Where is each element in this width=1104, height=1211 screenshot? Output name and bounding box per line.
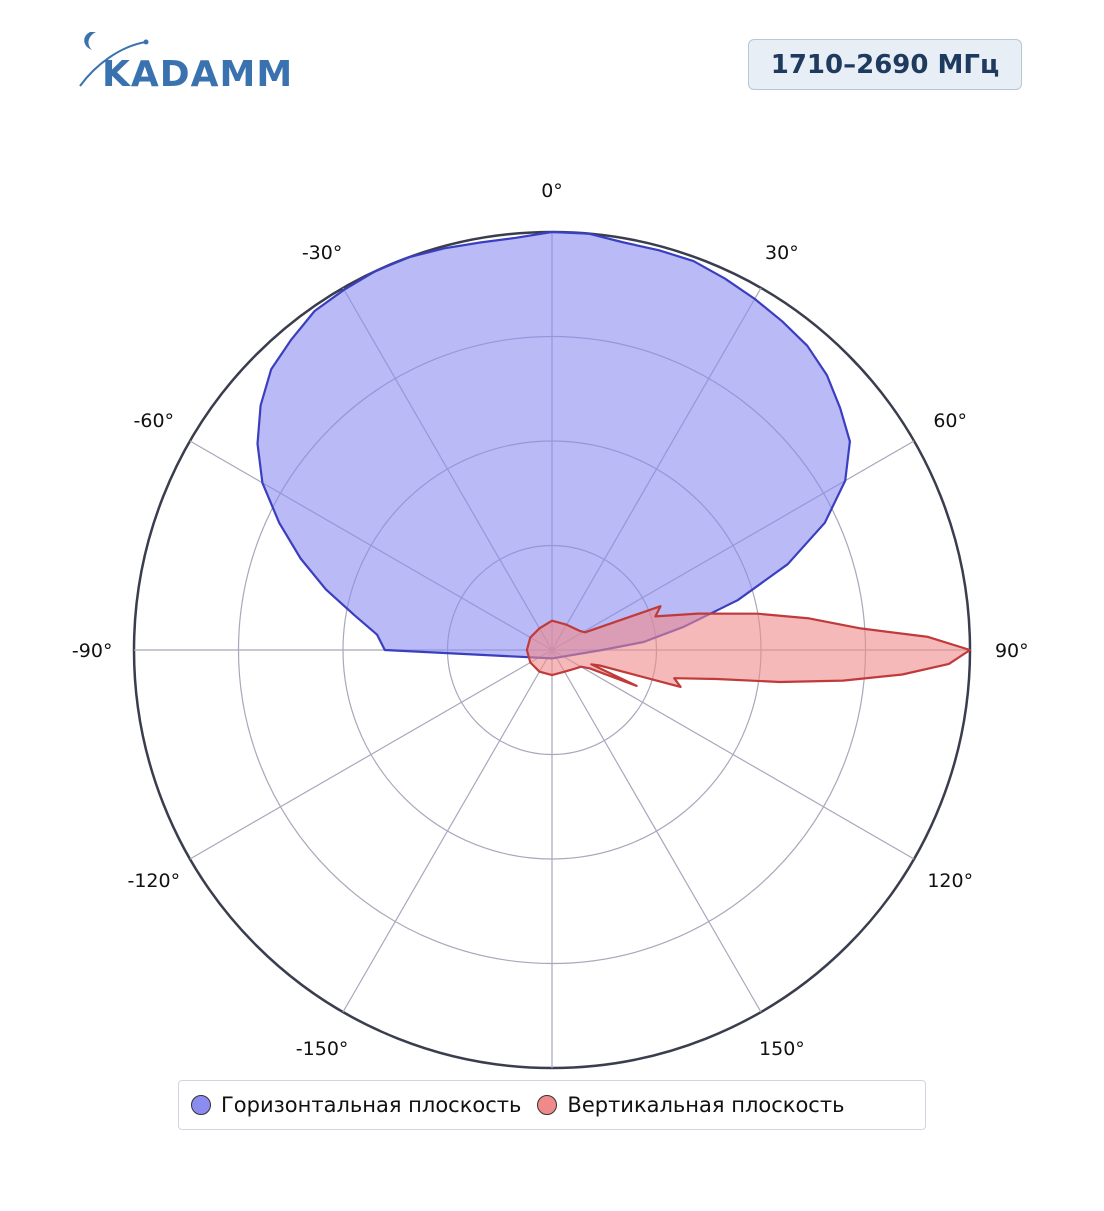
logo-orbit-dot bbox=[143, 39, 149, 45]
angle-tick-label: -150° bbox=[296, 1038, 349, 1060]
angle-tick-label: 90° bbox=[995, 640, 1029, 662]
series-horizontal-plane bbox=[256, 230, 852, 660]
legend-label-horizontal: Горизонтальная плоскость bbox=[221, 1093, 522, 1117]
angle-labels: 0° 30° 60° 90° 120° 150° -150° -120° -90° -60° -30… bbox=[72, 180, 1029, 1060]
legend-marker-horizontal bbox=[191, 1095, 211, 1115]
angle-tick-label: -120° bbox=[127, 870, 180, 892]
legend-item-vertical[interactable]: Вертикальная плоскость bbox=[537, 1093, 844, 1117]
legend-item-horizontal[interactable]: Горизонтальная плоскость bbox=[191, 1093, 521, 1117]
angle-tick-label: -60° bbox=[134, 410, 175, 432]
grid-spoke bbox=[189, 649, 553, 860]
angle-tick-label: -30° bbox=[302, 242, 343, 264]
angle-tick-label: 150° bbox=[759, 1038, 805, 1060]
kadamm-logo: KADAMM bbox=[79, 32, 293, 94]
logo-orbit bbox=[79, 41, 147, 87]
series-layer bbox=[256, 230, 972, 689]
legend-marker-vertical bbox=[537, 1095, 558, 1115]
frequency-band-badge: 1710–2690 МГц bbox=[748, 39, 1022, 90]
logo-text: KADAMM bbox=[102, 54, 293, 94]
angle-tick-label: 0° bbox=[541, 180, 563, 202]
logo-swoosh bbox=[84, 32, 96, 50]
angle-tick-label: 30° bbox=[765, 242, 799, 264]
angle-tick-label: 60° bbox=[933, 410, 967, 432]
angle-tick-label: 120° bbox=[927, 870, 973, 892]
legend: Горизонтальная плоскость Вертикальная пл… bbox=[178, 1080, 926, 1130]
angle-tick-label: -90° bbox=[72, 640, 113, 662]
grid-spoke bbox=[342, 649, 553, 1013]
grid-spoke bbox=[551, 649, 915, 860]
legend-label-vertical: Вертикальная плоскость bbox=[567, 1093, 845, 1117]
grid-spoke bbox=[551, 649, 762, 1013]
